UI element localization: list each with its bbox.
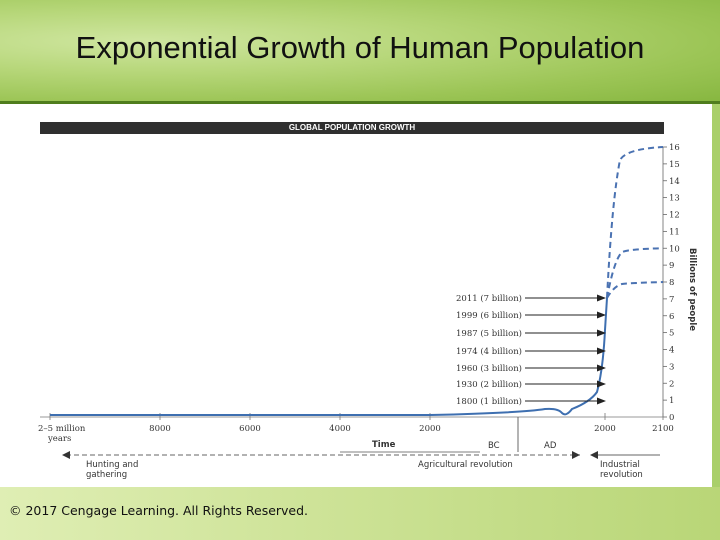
annotation-arrow-head: [597, 347, 606, 355]
x-tick-label: 2000: [594, 424, 616, 434]
header-divider: [0, 101, 720, 104]
period-label: gathering: [86, 470, 127, 480]
annotation-label: 1999 (6 billion): [456, 310, 522, 321]
y-tick-label: 4: [669, 346, 674, 356]
x-tick-label-origin: 2–5 million: [38, 424, 86, 434]
y-tick-label: 10: [669, 244, 680, 254]
slide-title: Exponential Growth of Human Population: [75, 30, 645, 65]
projection-high: [606, 146, 664, 299]
period-label: Agricultural revolution: [418, 460, 513, 470]
period-label: Hunting and: [86, 460, 138, 470]
x-tick-label: 6000: [239, 424, 261, 434]
annotation-arrow-head: [597, 294, 606, 302]
x-tick-label: 2100: [652, 424, 674, 434]
y-tick-label: 2: [669, 379, 674, 389]
x-tick-label-origin-unit: years: [47, 434, 71, 444]
projection-medium: [606, 247, 664, 299]
period-label: revolution: [600, 470, 643, 480]
slide-header: [0, 0, 720, 103]
projection-low: [606, 281, 664, 299]
hunting-arrow-head: [62, 451, 70, 459]
y-tick-label: 13: [669, 194, 680, 204]
annotation-arrow-head: [597, 397, 606, 405]
period-label: Industrial: [600, 460, 640, 470]
x-tick-label: 8000: [149, 424, 171, 434]
annotation-label: 1987 (5 billion): [456, 328, 522, 339]
annotation-label: 1800 (1 billion): [456, 396, 522, 407]
annotation-arrow-head: [597, 329, 606, 337]
copyright-text: © 2017 Cengage Learning. All Rights Rese…: [9, 503, 309, 518]
annotation-label: 2011 (7 billion): [456, 293, 522, 304]
y-tick-label: 0: [669, 413, 674, 423]
y-tick-label: 9: [669, 261, 674, 271]
y-tick-label: 11: [669, 227, 680, 237]
y-tick-label: 5: [669, 329, 674, 339]
population-curve: [50, 297, 608, 416]
annotation-label: 1974 (4 billion): [456, 346, 522, 357]
chart-title-band: [40, 122, 664, 134]
x-tick-label: 2000: [419, 424, 441, 434]
right-strip: [712, 104, 720, 487]
agri-arrow-head: [572, 451, 580, 459]
y-tick-label: 16: [669, 143, 680, 153]
era-label-ad: AD: [544, 441, 557, 451]
y-tick-label: 12: [669, 211, 680, 221]
y-tick-label: 15: [669, 160, 680, 170]
x-axis-label: Time: [372, 440, 396, 450]
y-tick-label: 7: [669, 295, 674, 305]
y-tick-label: 3: [669, 362, 674, 372]
y-axis-label: Billions of people: [687, 248, 697, 331]
y-tick-label: 6: [669, 312, 674, 322]
y-tick-label: 8: [669, 278, 674, 288]
annotation-arrow-head: [597, 364, 606, 372]
y-tick-label: 14: [669, 177, 680, 187]
slide-footer: [0, 487, 720, 540]
x-tick-label: 4000: [329, 424, 351, 434]
chart-title: GLOBAL POPULATION GROWTH: [288, 123, 416, 132]
annotation-label: 1930 (2 billion): [456, 379, 522, 390]
annotation-arrow-head: [597, 311, 606, 319]
era-label-bc: BC: [488, 441, 500, 451]
annotation-arrow-head: [597, 380, 606, 388]
annotation-label: 1960 (3 billion): [456, 363, 522, 374]
industrial-arrow-head: [590, 451, 598, 459]
y-tick-label: 1: [669, 396, 674, 406]
